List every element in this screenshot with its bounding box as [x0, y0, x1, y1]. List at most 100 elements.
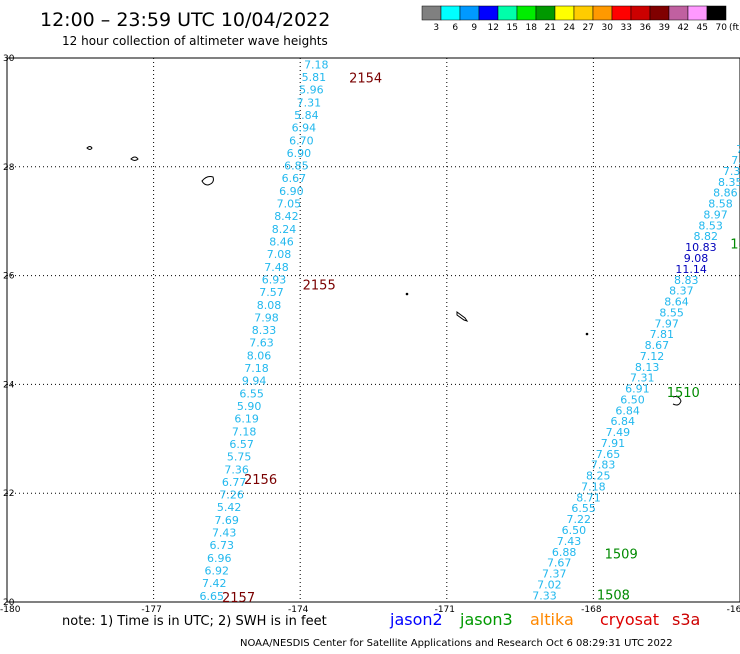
legend-unit: (ft)	[729, 23, 740, 33]
legend-label: 15	[507, 23, 518, 33]
wave-height-value: 8.53	[698, 219, 723, 232]
legend-swatch	[687, 5, 708, 21]
wave-height-value: 8.35	[718, 176, 740, 189]
units-note: note: 1) Time is in UTC; 2) SWH is in fe…	[62, 614, 327, 629]
altimeter-track-west: 7.185.815.967.315.846.946.706.906.856.67…	[200, 58, 329, 602]
wave-height-value: 8.97	[703, 208, 728, 221]
altimeter-track-east: 7.47.37.338.358.868.588.978.538.8210.839…	[532, 143, 740, 602]
wave-height-value: 6.84	[610, 415, 635, 428]
wave-height-value: 6.85	[284, 160, 309, 173]
wave-height-value: 7.43	[557, 535, 582, 548]
wave-height-value: 5.84	[294, 109, 319, 122]
legend-swatch	[592, 5, 613, 21]
lon-tick-label: -16	[727, 605, 740, 615]
footer-credit: NOAA/NESDIS Center for Satellite Applica…	[240, 638, 673, 649]
legend-label: 33	[621, 23, 632, 33]
lon-tick-label: -171	[435, 605, 455, 615]
legend-swatch	[535, 5, 556, 21]
island-dot	[585, 332, 589, 336]
wave-height-value: 5.81	[302, 71, 327, 84]
legend-label: 3	[433, 23, 439, 33]
wave-height-value: 6.73	[209, 539, 234, 552]
satellite-name-list: jason2 jason3 altika cryosat s3a	[389, 610, 700, 629]
pass-time-label: 1510	[667, 386, 700, 401]
wave-height-value: 7.65	[596, 448, 621, 461]
wave-height-value: 6.88	[552, 546, 577, 559]
wave-height-value: 5.42	[217, 501, 242, 514]
lat-tick-label: 22	[3, 489, 14, 499]
wave-height-value: 7.3	[731, 154, 740, 167]
legend-label: 21	[545, 23, 556, 33]
legend-label: 30	[602, 23, 614, 33]
wave-height-value: 8.58	[708, 198, 733, 211]
island-shape	[456, 311, 469, 322]
wave-height-value: 8.71	[576, 491, 601, 504]
wave-height-value: 8.64	[664, 296, 689, 309]
wave-height-value: 6.84	[615, 404, 640, 417]
legend-label: 9	[471, 23, 477, 33]
lon-tick-label: -177	[141, 605, 161, 615]
legend-swatch	[573, 5, 594, 21]
satellite-name-jason2: jason2	[389, 610, 443, 629]
wave-height-value: 7.97	[654, 317, 679, 330]
pass-time-label: 2156	[244, 473, 277, 488]
wave-height-value: 7.02	[537, 578, 562, 591]
wave-height-value: 6.55	[571, 502, 596, 515]
legend-swatch	[706, 5, 727, 21]
wave-height-value: 8.42	[274, 210, 299, 223]
wave-height-value: 8.37	[669, 285, 694, 298]
wave-height-value: 11.14	[675, 263, 707, 276]
wave-height-value: 7.49	[606, 426, 631, 439]
pass-time-labels: 2154 2155 2156 2157 15 1510 1509 1508	[222, 71, 740, 606]
wave-height-value: 7.18	[244, 362, 269, 375]
lat-tick-label: 26	[3, 272, 15, 282]
legend-swatch	[440, 5, 461, 21]
legend-swatch	[611, 5, 632, 21]
lon-tick-label: -174	[288, 605, 309, 615]
lat-tick-label: 20	[3, 598, 15, 608]
page-title: 12:00 – 23:59 UTC 10/04/2022	[40, 9, 330, 31]
wave-height-value: 7.05	[277, 198, 302, 211]
wave-height-value: 8.13	[635, 361, 660, 374]
wave-height-value: 7.31	[297, 96, 322, 109]
legend-label: 6	[452, 23, 458, 33]
wave-height-value: 7.33	[532, 589, 557, 602]
map-frame	[6, 57, 740, 603]
axis-tick-labels: -180 -177 -174 -171 -168 -16 30 28 26 24 22 20	[0, 54, 740, 615]
wave-height-value: 6.94	[292, 122, 317, 135]
wave-height-value: 5.75	[227, 451, 252, 464]
wave-height-value: 6.50	[562, 524, 587, 537]
island-outlines	[86, 146, 682, 406]
wave-height-value: 7.91	[601, 437, 626, 450]
wave-height-value: 6.67	[282, 172, 307, 185]
wave-height-value: 7.43	[212, 527, 237, 540]
pass-time-label: 15	[730, 237, 740, 252]
wave-height-value: 7.36	[224, 463, 249, 476]
wave-height-value: 6.92	[204, 565, 229, 578]
pass-time-label: 2155	[303, 279, 336, 294]
wave-height-value: 6.93	[262, 273, 287, 286]
wave-height-value: 7.57	[259, 286, 284, 299]
wave-height-value: 8.08	[257, 299, 282, 312]
legend-label: 45	[697, 23, 708, 33]
legend-swatch	[630, 5, 651, 21]
wave-height-value: 7.18	[581, 480, 606, 493]
wave-height-value: 7.42	[202, 577, 227, 590]
wave-height-value: 6.65	[200, 590, 225, 603]
legend-label: 36	[640, 23, 652, 33]
legend-swatch	[421, 5, 442, 21]
pass-time-label: 1508	[597, 588, 630, 603]
island-shape	[672, 396, 682, 406]
wave-height-value: 7.81	[650, 328, 675, 341]
lat-tick-label: 28	[3, 163, 15, 173]
legend-swatch	[554, 5, 575, 21]
wave-height-value: 9.94	[242, 375, 267, 388]
legend-label: 39	[659, 23, 671, 33]
legend-label: 70	[716, 23, 728, 33]
lat-tick-label: 30	[3, 54, 15, 64]
legend-label: 27	[583, 23, 594, 33]
legend-swatch	[478, 5, 499, 21]
